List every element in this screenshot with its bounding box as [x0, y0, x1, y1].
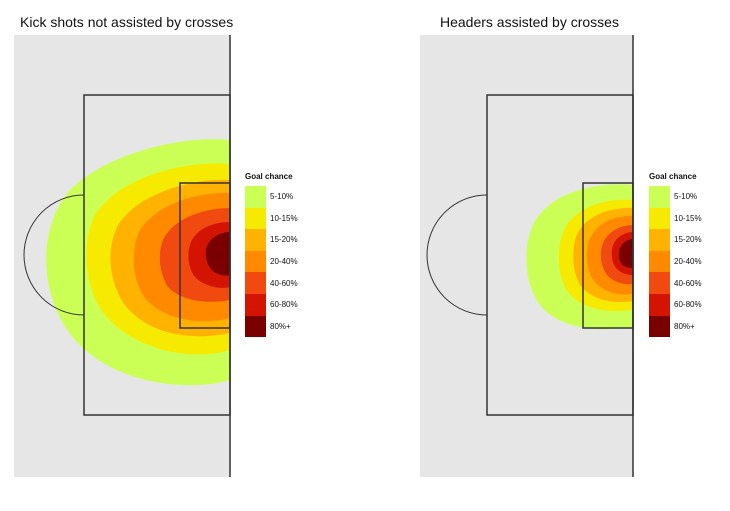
- legend-item: 5-10%: [649, 186, 719, 208]
- pitch-heatmap: [14, 35, 231, 477]
- legend-label: 20-40%: [674, 257, 702, 267]
- legend-swatch: [649, 229, 670, 251]
- legend-item: 40-60%: [245, 272, 315, 294]
- legend-swatch: [245, 250, 266, 273]
- legend: Goal chance 5-10% 10-15% 15-20% 20-40% 4…: [649, 172, 719, 338]
- legend-swatch: [649, 250, 670, 273]
- chart-title: Headers assisted by crosses: [440, 14, 619, 30]
- legend-swatch: [649, 186, 670, 208]
- legend-title: Goal chance: [649, 172, 697, 181]
- legend-item: 60-80%: [245, 293, 315, 316]
- legend-swatch: [245, 315, 266, 338]
- legend-swatch: [245, 207, 266, 230]
- legend-label: 10-15%: [674, 213, 702, 223]
- legend-swatch: [245, 272, 266, 294]
- legend-label: 40-60%: [270, 278, 298, 288]
- legend-item: 10-15%: [245, 207, 315, 230]
- legend-label: 15-20%: [674, 235, 702, 245]
- legend-label: 15-20%: [270, 235, 298, 245]
- legend-item: 20-40%: [245, 250, 315, 273]
- chart-title: Kick shots not assisted by crosses: [20, 14, 234, 30]
- legend-label: 20-40%: [270, 257, 298, 267]
- legend-item: 80%+: [649, 315, 719, 338]
- band-80-plus: [205, 232, 230, 276]
- legend-item: 20-40%: [649, 250, 719, 273]
- legend-item: 15-20%: [245, 229, 315, 251]
- legend-item: 15-20%: [649, 229, 719, 251]
- legend-label: 80%+: [674, 321, 695, 331]
- legend-label: 5-10%: [674, 192, 698, 202]
- legend-swatch: [649, 207, 670, 230]
- pitch-heatmap: [420, 35, 634, 477]
- legend: Goal chance 5-10% 10-15% 15-20% 20-40% 4…: [245, 172, 315, 338]
- legend-swatch: [245, 229, 266, 251]
- legend-item: 40-60%: [649, 272, 719, 294]
- legend-label: 5-10%: [270, 192, 294, 202]
- legend-swatch: [649, 272, 670, 294]
- penalty-arc: [23, 194, 85, 316]
- legend-swatch: [245, 293, 266, 316]
- legend-item: 80%+: [245, 315, 315, 338]
- legend-label: 60-80%: [270, 300, 298, 310]
- legend-item: 5-10%: [245, 186, 315, 208]
- legend-label: 10-15%: [270, 213, 298, 223]
- legend-title: Goal chance: [245, 172, 293, 181]
- penalty-arc: [426, 194, 488, 316]
- legend-label: 40-60%: [674, 278, 702, 288]
- legend-label: 60-80%: [674, 300, 702, 310]
- chart-headers: Headers assisted by crosses Goal chance …: [400, 0, 730, 511]
- band-80-plus: [618, 239, 633, 268]
- legend-swatch: [649, 315, 670, 338]
- chart-kick-shots: Kick shots not assisted by crosses Goal …: [0, 0, 330, 511]
- legend-item: 60-80%: [649, 293, 719, 316]
- legend-swatch: [245, 186, 266, 208]
- legend-label: 80%+: [270, 321, 291, 331]
- legend-swatch: [649, 293, 670, 316]
- legend-item: 10-15%: [649, 207, 719, 230]
